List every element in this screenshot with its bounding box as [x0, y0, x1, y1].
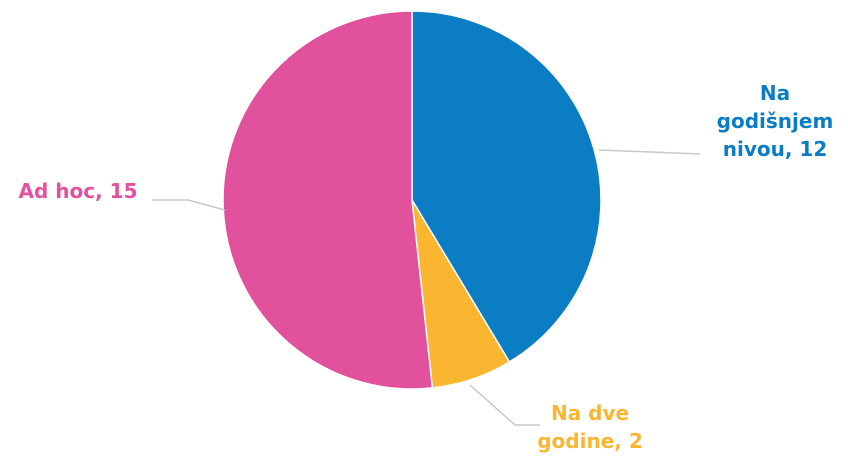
slice-label-line: Na dve [551, 401, 629, 425]
slice-label-line: Ad hoc, 15 [19, 179, 138, 203]
slice-label-line: Na [760, 81, 790, 105]
pie-slice-na-godinjem-nivou [411, 10, 602, 363]
leader-lines [152, 149, 701, 426]
slice-labels: Na godišnjem nivou, 12 Na dve godine, 2 Ad ho… [19, 81, 834, 453]
leader-line-0 [598, 149, 701, 155]
slice-label-line: godine, 2 [537, 429, 643, 453]
slice-label-line: godišnjem [717, 109, 834, 133]
slice-label-2: Ad hoc, 15 [19, 179, 138, 203]
pie-slice-ad-hoc [222, 10, 434, 390]
leader-line-2 [152, 199, 226, 211]
slice-label-line: nivou, 12 [723, 137, 828, 161]
pie-slices [222, 10, 602, 390]
slice-label-1: Na dve godine, 2 [537, 401, 643, 453]
leader-line-1 [469, 384, 540, 426]
slice-label-0: Na godišnjem nivou, 12 [717, 81, 834, 161]
